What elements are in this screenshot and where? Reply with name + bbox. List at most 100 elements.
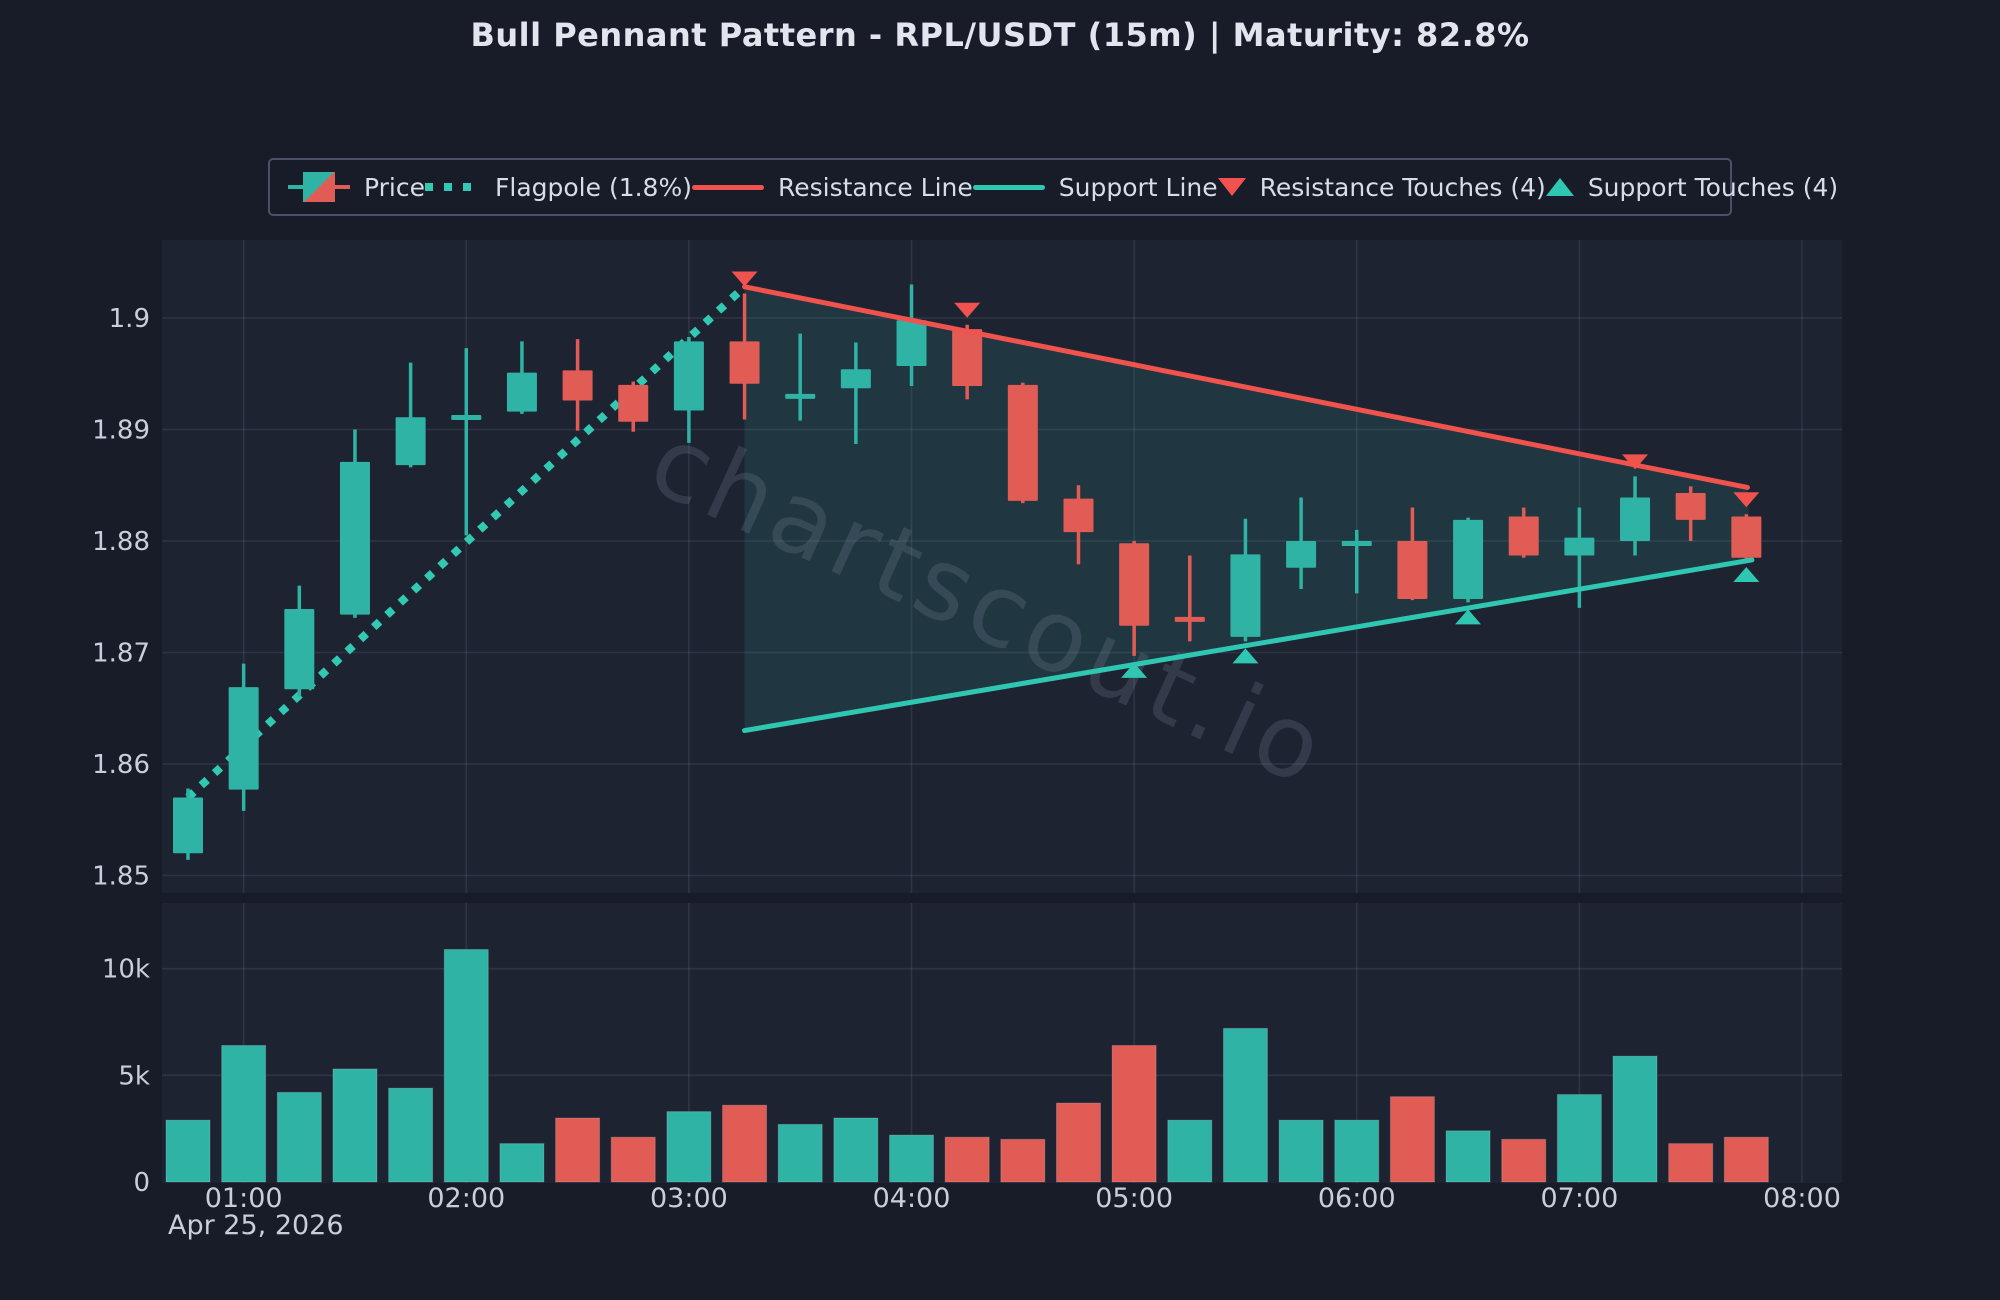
candle-body <box>228 687 259 790</box>
candle-body <box>506 372 537 412</box>
candle-body <box>952 329 983 387</box>
time-tick-label: 06:00 <box>1318 1183 1396 1214</box>
volume-bar <box>1445 1130 1491 1183</box>
candle-body <box>173 797 203 854</box>
candle-body <box>618 384 649 422</box>
candle-body <box>1063 498 1094 533</box>
volume-bar <box>443 948 489 1183</box>
volume-bar <box>1389 1096 1435 1183</box>
candle-body <box>395 417 426 466</box>
candle-body <box>451 415 482 421</box>
chart-title: Bull Pennant Pattern - RPL/USDT (15m) | … <box>470 16 1530 54</box>
candle-body <box>1397 541 1428 599</box>
legend-item-resistance-line: Resistance Line <box>691 172 973 202</box>
dotted-line-icon <box>425 183 481 191</box>
price-tick-label: 1.88 <box>92 527 150 557</box>
support-touch-marker <box>1733 566 1760 582</box>
resistance-touch-marker <box>731 271 758 287</box>
volume-bar <box>1278 1119 1324 1183</box>
volume-bar <box>1612 1055 1658 1183</box>
volume-bar <box>499 1143 545 1183</box>
support-touch-marker <box>1455 609 1482 625</box>
candle-body <box>729 341 760 384</box>
legend-label: Flagpole (1.8%) <box>495 172 692 202</box>
time-tick-label: 03:00 <box>650 1183 728 1214</box>
candle-body <box>1731 516 1762 558</box>
candle-body <box>339 461 370 615</box>
volume-bar <box>610 1136 656 1183</box>
candle-body <box>1564 537 1595 556</box>
legend-label: Support Line <box>1058 172 1218 202</box>
candle-body <box>673 341 704 411</box>
candle-body <box>840 369 871 389</box>
legend-label: Resistance Touches (4) <box>1259 172 1546 202</box>
x-axis-date-label: Apr 25, 2026 <box>168 1210 344 1241</box>
time-tick-label: 05:00 <box>1095 1183 1173 1214</box>
volume-bar <box>777 1123 823 1183</box>
time-tick-label: 02:00 <box>427 1183 505 1214</box>
support-touch-marker <box>1232 648 1259 664</box>
volume-tick-label: 10k <box>102 955 150 985</box>
candle-body <box>1620 497 1651 541</box>
volume-bar <box>1222 1027 1268 1183</box>
resistance-touch-marker <box>954 302 981 318</box>
support-line <box>742 557 1755 734</box>
resistance-touch-marker <box>1733 492 1760 508</box>
legend: Price Flagpole (1.8%) Resistance Line Su… <box>268 158 1838 216</box>
legend-label: Resistance Line <box>777 172 973 202</box>
volume-bar <box>1334 1119 1380 1183</box>
volume-tick-label: 0 <box>133 1168 150 1198</box>
candle-icon <box>288 171 350 203</box>
teal-line-icon <box>972 184 1045 190</box>
legend-label: Support Touches (4) <box>1587 172 1839 202</box>
resistance-touch-marker <box>1622 454 1649 470</box>
candle-body <box>1174 616 1205 622</box>
volume-bar <box>1167 1119 1213 1183</box>
volume-bar <box>276 1091 322 1183</box>
price-tick-label: 1.9 <box>109 304 150 334</box>
price-tick-label: 1.87 <box>92 639 150 669</box>
legend-label: Price <box>364 172 425 202</box>
volume-bar <box>165 1119 211 1183</box>
volume-bar <box>944 1136 990 1183</box>
volume-bar <box>1723 1136 1769 1183</box>
volume-bar <box>1501 1138 1547 1183</box>
resistance-line <box>742 284 1750 490</box>
volume-bar <box>889 1134 935 1183</box>
legend-item-support-touches: Support Touches (4) <box>1545 172 1839 202</box>
volume-bar <box>555 1117 601 1183</box>
volume-tick-label: 5k <box>118 1061 150 1091</box>
red-line-icon <box>691 184 764 190</box>
candle-body <box>1007 384 1038 501</box>
candle-body <box>1341 541 1372 546</box>
volume-bar <box>833 1117 879 1183</box>
volume-bar <box>722 1104 768 1183</box>
candle-body <box>1286 541 1317 568</box>
volume-bar <box>1668 1143 1714 1183</box>
candle-body <box>1230 554 1261 637</box>
candle-body <box>896 320 927 366</box>
candle-body <box>1119 543 1150 626</box>
candle-body <box>1453 519 1484 599</box>
price-tick-label: 1.86 <box>92 750 150 780</box>
candle-body <box>1675 493 1706 520</box>
volume-bar <box>666 1111 712 1183</box>
volume-bar <box>1111 1044 1157 1183</box>
triangle-down-icon <box>1217 178 1246 196</box>
pennant-fill-area <box>744 286 1752 731</box>
legend-item-support-line: Support Line <box>972 172 1218 202</box>
time-tick-label: 01:00 <box>205 1183 283 1214</box>
volume-bar <box>388 1087 434 1183</box>
candle-body <box>284 609 315 690</box>
volume-bar <box>1556 1094 1602 1183</box>
candle-body <box>785 393 816 399</box>
volume-bar <box>332 1068 378 1183</box>
volume-bar <box>1055 1102 1101 1183</box>
candle-body <box>1508 516 1539 556</box>
time-tick-label: 07:00 <box>1540 1183 1618 1214</box>
time-tick-label: 08:00 <box>1763 1183 1841 1214</box>
triangle-up-icon <box>1545 178 1574 196</box>
price-tick-label: 1.89 <box>92 416 150 446</box>
